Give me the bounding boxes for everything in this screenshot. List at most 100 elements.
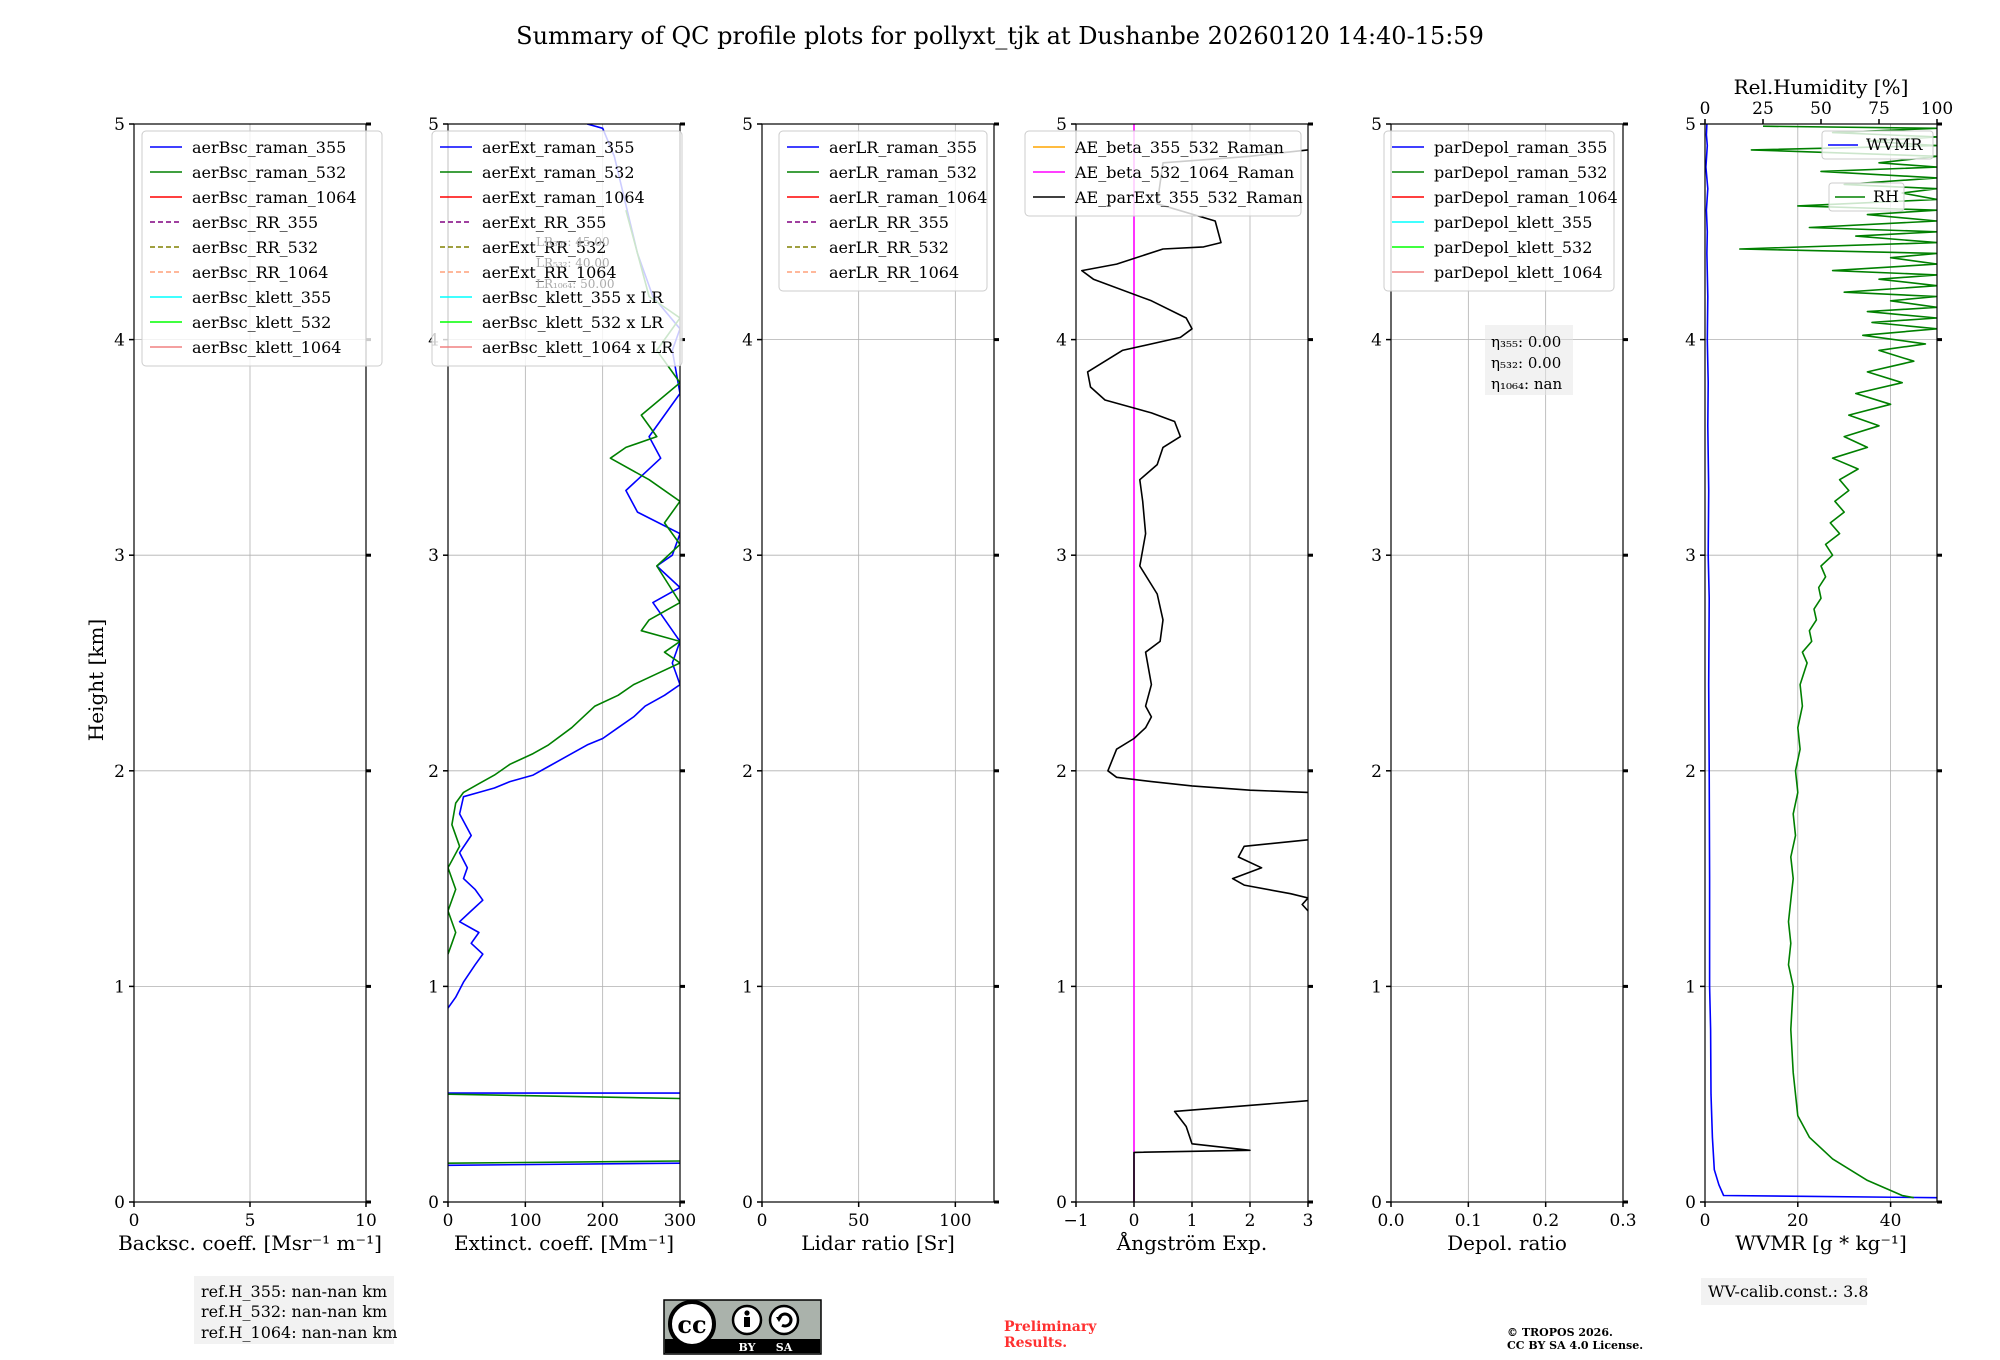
- x-tick-label: 300: [664, 1211, 696, 1231]
- preliminary-line-2: Results.: [1004, 1335, 1067, 1351]
- y-tick-label: 4: [1371, 331, 1382, 351]
- top-x-tick-label: 75: [1868, 99, 1890, 119]
- annotation-line: η₃₅₅: 0.00: [1491, 333, 1561, 351]
- legend-label: aerExt_raman_532: [482, 163, 635, 182]
- license-by-label: BY: [739, 1341, 756, 1354]
- legend-box: [778, 130, 988, 292]
- x-tick-label: 0: [443, 1211, 454, 1231]
- x-tick-label: 0: [1700, 1211, 1711, 1231]
- legend-label: aerBsc_klett_1064: [192, 338, 341, 357]
- legend-label: aerBsc_klett_532: [192, 313, 331, 332]
- legend-label: aerBsc_raman_1064: [192, 188, 357, 207]
- y-tick-label: 5: [1371, 115, 1382, 135]
- x-tick-label: 5: [245, 1211, 256, 1231]
- legend-label: aerLR_RR_532: [829, 238, 949, 257]
- y-tick-label: 2: [742, 762, 753, 782]
- copyright-line-1: © TROPOS 2026.: [1507, 1326, 1613, 1339]
- copyright-line-2: CC BY SA 4.0 License.: [1507, 1339, 1643, 1352]
- sa-share-icon: [768, 1304, 800, 1336]
- x-tick-label: 3: [1303, 1211, 1314, 1231]
- y-tick-label: 2: [114, 762, 125, 782]
- legend-label: aerExt_RR_1064: [482, 263, 617, 282]
- x-tick-label: 10: [355, 1211, 377, 1231]
- legend-label: aerLR_raman_1064: [829, 188, 987, 207]
- x-axis-label: Depol. ratio: [1447, 1231, 1567, 1255]
- annotation-line: LR₃₅₅: 45.00: [536, 235, 610, 249]
- y-tick-label: 2: [1056, 762, 1067, 782]
- top-axis-label: Rel.Humidity [%]: [1734, 75, 1909, 99]
- legend-label: aerLR_RR_355: [829, 213, 949, 232]
- legend-label: parDepol_klett_1064: [1434, 263, 1603, 282]
- legend-label: aerBsc_raman_532: [192, 163, 346, 182]
- legend-label: aerLR_RR_1064: [829, 263, 959, 282]
- x-tick-label: 2: [1245, 1211, 1256, 1231]
- legend-label: aerBsc_RR_532: [192, 238, 318, 257]
- y-tick-label: 3: [114, 546, 125, 566]
- annotation-line: LR₅₃₂: 40.00: [536, 256, 610, 270]
- axes-frame: [761, 123, 995, 1203]
- x-tick-label: 1: [1187, 1211, 1198, 1231]
- x-axis-label: WVMR [g * kg⁻¹]: [1735, 1231, 1907, 1255]
- license-sa-label: SA: [776, 1341, 793, 1354]
- x-tick-label: 100: [509, 1211, 541, 1231]
- legend-box: [1024, 130, 1302, 217]
- legend-box: [431, 130, 683, 367]
- legend-label: aerBsc_klett_355: [192, 288, 331, 307]
- y-tick-label: 2: [1685, 762, 1696, 782]
- y-tick-label: 0: [742, 1193, 753, 1213]
- x-tick-label: −1: [1063, 1211, 1088, 1231]
- series-aerExt_raman_532: [448, 209, 680, 955]
- y-tick-label: 1: [1056, 977, 1067, 997]
- x-axis-label: Extinct. coeff. [Mm⁻¹]: [454, 1231, 674, 1255]
- series-aerExt_raman_355_low2: [448, 1162, 680, 1167]
- x-tick-label: 0.0: [1377, 1211, 1404, 1231]
- panel-2: 0123450100200300Extinct. coeff. [Mm⁻¹]ae…: [428, 115, 696, 1255]
- legend-label: aerExt_raman_1064: [482, 188, 645, 207]
- legend-box: [141, 130, 383, 367]
- y-tick-label: 1: [428, 977, 439, 997]
- annotation-box: [1485, 325, 1573, 395]
- panel-5: 0 1 2 3 4 5 0.0 0.1 0.2 0.3 Depol. ratio parDepol_r…: [1371, 115, 1636, 1255]
- legend-label: aerBsc_klett_355 x LR: [482, 288, 664, 307]
- x-tick-label: 0: [129, 1211, 140, 1231]
- legend-label: aerLR_raman_532: [829, 163, 977, 182]
- y-tick-label: 5: [742, 115, 753, 135]
- annotation-line: LR₁₀₆₄: 50.00: [536, 277, 614, 291]
- series-group: [1081, 124, 1308, 1202]
- series-RH: [1739, 125, 1937, 1199]
- x-tick-label: 40: [1880, 1211, 1902, 1231]
- series-group: [448, 124, 680, 1167]
- legend-label: parDepol_klett_355: [1434, 213, 1592, 232]
- ref-height-box: [194, 1276, 394, 1344]
- x-tick-label: 20: [1787, 1211, 1809, 1231]
- y-tick-label: 5: [114, 115, 125, 135]
- cc-letters: cc: [677, 1310, 706, 1339]
- x-tick-label: 100: [939, 1211, 971, 1231]
- series-AE_parExt_355_532_Raman_low: [1133, 1099, 1308, 1202]
- legend-box-WVMR: [1821, 130, 1934, 160]
- y-tick-label: 3: [1685, 546, 1696, 566]
- y-tick-label: 1: [742, 977, 753, 997]
- preliminary-line-1: Preliminary: [1004, 1319, 1097, 1335]
- wv-calib-box: [1701, 1278, 1867, 1305]
- y-tick-label: 0: [428, 1193, 439, 1213]
- series-group: [1705, 124, 1937, 1199]
- x-tick-label: 0: [1129, 1211, 1140, 1231]
- x-tick-label: 0: [757, 1211, 768, 1231]
- y-tick-label: 4: [742, 331, 753, 351]
- legend-label: parDepol_klett_532: [1434, 238, 1592, 257]
- series-aerExt_raman_532_low2: [448, 1160, 680, 1164]
- axes-frame: [1390, 123, 1624, 1203]
- legend-label: parDepol_raman_1064: [1434, 188, 1618, 207]
- axes-frame: [447, 123, 681, 1203]
- cc-icon: [668, 1300, 716, 1348]
- y-tick-label: 0: [1371, 1193, 1382, 1213]
- legend-label: aerBsc_RR_355: [192, 213, 318, 232]
- legend-label: parDepol_raman_532: [1434, 163, 1607, 182]
